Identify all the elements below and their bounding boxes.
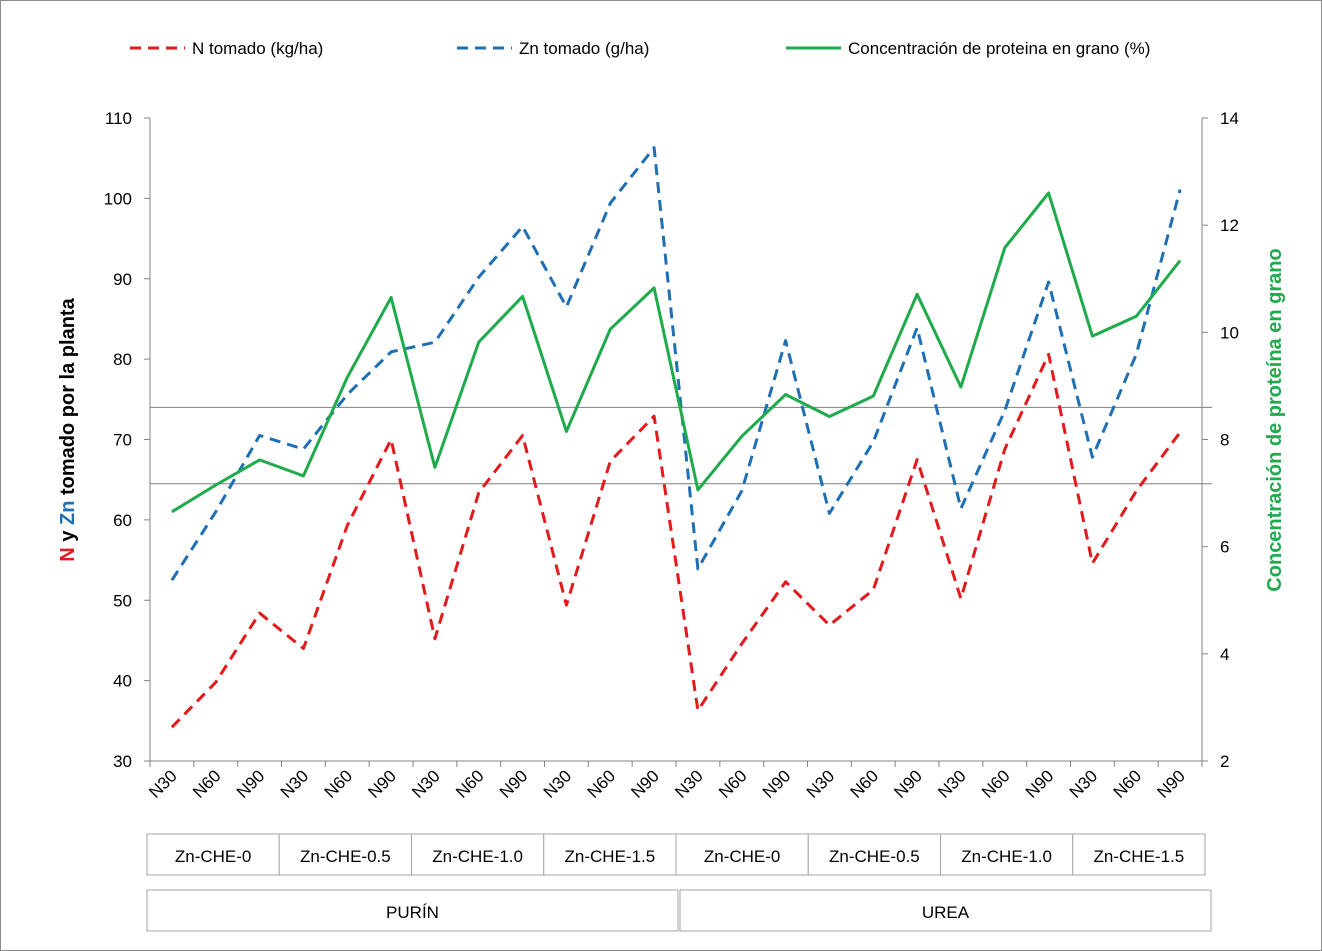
x-category-label: N30 xyxy=(408,766,443,801)
y-axis-left-label-part: N xyxy=(57,547,79,561)
group-label: Zn-CHE-0.5 xyxy=(300,847,391,866)
group-box-outer xyxy=(146,889,679,932)
group-label: Zn-CHE-0 xyxy=(704,847,781,866)
x-category-label: N30 xyxy=(540,766,575,801)
series-lines xyxy=(170,146,1182,729)
x-category-label: N90 xyxy=(364,766,399,801)
x-category-label: N30 xyxy=(277,766,312,801)
y-right-tick-label: 6 xyxy=(1220,538,1229,557)
y-right-tick-label: 2 xyxy=(1220,752,1229,771)
y-left-tick-label: 40 xyxy=(113,672,132,691)
x-category-label: N90 xyxy=(496,766,531,801)
x-category-label: N60 xyxy=(189,766,224,801)
y-left-tick-label: 80 xyxy=(113,350,132,369)
group-box xyxy=(807,833,941,876)
group-box xyxy=(146,833,280,876)
y-left-tick-label: 100 xyxy=(104,189,132,208)
x-category-label: N90 xyxy=(1022,766,1057,801)
x-category-label: N30 xyxy=(145,766,180,801)
x-category-label: N60 xyxy=(452,766,487,801)
group-box xyxy=(543,833,677,876)
y-axis-right-label: Concentración de proteína en grano xyxy=(1264,248,1286,591)
y-left-tick-label: 90 xyxy=(113,270,132,289)
x-category-label: N60 xyxy=(1110,766,1145,801)
group-label: Zn-CHE-0.5 xyxy=(829,847,920,866)
x-category-label: N90 xyxy=(233,766,268,801)
series-line-n xyxy=(170,352,1182,729)
legend-label: N tomado (kg/ha) xyxy=(192,39,323,58)
x-category-label: N30 xyxy=(1066,766,1101,801)
y-axis-left-label-part: tomado por la planta xyxy=(57,297,79,500)
group-box xyxy=(1072,833,1206,876)
group-box xyxy=(278,833,412,876)
group-label-outer: PURÍN xyxy=(386,903,439,922)
y-right-tick-label: 10 xyxy=(1220,323,1239,342)
x-category-label: N90 xyxy=(890,766,925,801)
y-right-tick-label: 8 xyxy=(1220,431,1229,450)
y-axis-left-label: N y Zn tomado por la planta xyxy=(57,297,79,561)
x-category-label: N60 xyxy=(978,766,1013,801)
group-label: Zn-CHE-1.5 xyxy=(1094,847,1185,866)
group-box-outer xyxy=(679,889,1212,932)
y-right-tick-label: 14 xyxy=(1220,109,1239,128)
axes: 30 40 50 60 70 80 90 100 110 2 4 6 8 10 12 14 xyxy=(104,109,1239,771)
group-label: Zn-CHE-1.0 xyxy=(961,847,1052,866)
y-left-tick-label: 30 xyxy=(113,752,132,771)
x-category-label: N90 xyxy=(759,766,794,801)
x-category-label: N30 xyxy=(803,766,838,801)
legend-label: Concentración de proteina en grano (%) xyxy=(848,39,1150,58)
x-category-label: N60 xyxy=(715,766,750,801)
x-category-label: N30 xyxy=(671,766,706,801)
x-category-labels: N30 N60 N90 N30 N60 N90 N30 N60 N90 N30 N60 N90 N30 N… xyxy=(145,766,1189,801)
series-line-zn xyxy=(170,146,1182,582)
y-right-tick-label: 4 xyxy=(1220,645,1229,664)
group-box xyxy=(940,833,1074,876)
x-category-label: N90 xyxy=(627,766,662,801)
x-category-label: N90 xyxy=(1153,766,1188,801)
x-category-label: N30 xyxy=(934,766,969,801)
group-label: Zn-CHE-1.0 xyxy=(432,847,523,866)
y-right-tick-label: 12 xyxy=(1220,216,1239,235)
group-box xyxy=(411,833,545,876)
group-label: Zn-CHE-1.5 xyxy=(565,847,656,866)
series-line-concentración xyxy=(171,191,1182,514)
y-left-tick-label: 110 xyxy=(105,109,132,128)
y-left-tick-label: 70 xyxy=(113,431,132,450)
x-category-label: N60 xyxy=(847,766,882,801)
y-axis-left-label-part: Zn xyxy=(57,501,79,525)
group-boxes: Zn-CHE-0 Zn-CHE-0.5 Zn-CHE-1.0 Zn-CHE-1.5 Zn… xyxy=(146,833,1212,932)
group-label: Zn-CHE-0 xyxy=(175,847,252,866)
y-axis-left-label-part: y xyxy=(57,525,79,547)
legend-label: Zn tomado (g/ha) xyxy=(519,39,649,58)
x-category-label: N60 xyxy=(321,766,356,801)
legend: N tomado (kg/ha) Zn tomado (g/ha) Concentr… xyxy=(130,39,1150,58)
y-left-tick-label: 60 xyxy=(113,511,132,530)
x-category-label: N60 xyxy=(584,766,619,801)
y-left-tick-label: 50 xyxy=(113,591,132,610)
group-label-outer: UREA xyxy=(922,903,970,922)
